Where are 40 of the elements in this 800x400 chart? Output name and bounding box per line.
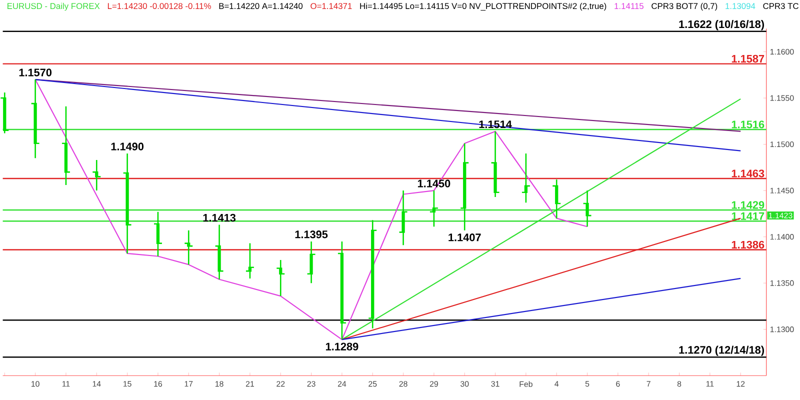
candlestick xyxy=(276,259,286,297)
annotation: 1.1413 xyxy=(203,214,236,222)
text: 1.14115 xyxy=(614,3,644,10)
candlestick xyxy=(245,242,255,280)
candlestick xyxy=(521,153,531,204)
text: L=1.14230 -0.00128 -0.11% xyxy=(108,3,211,10)
ref-line-label: 1.1622 (10/16/18) xyxy=(679,20,764,30)
ref-line-label: 1.1429 xyxy=(732,201,764,209)
candlestick xyxy=(552,178,562,220)
ref-line-label: 1.1270 (12/14/18) xyxy=(679,346,764,356)
text: O=1.14371 xyxy=(310,3,352,10)
text: CPR3 TC xyxy=(763,3,798,10)
ref-line-label: 1.1516 xyxy=(732,120,764,128)
annotation: 1.1570 xyxy=(19,68,52,76)
annotation: 1.1395 xyxy=(295,230,328,238)
candlestick xyxy=(306,240,316,284)
text: 1.13094 xyxy=(726,3,756,10)
ref-line-label: 1.1463 xyxy=(732,170,764,178)
candlestick xyxy=(398,190,408,246)
candlestick xyxy=(153,211,163,258)
annotation: 1.1490 xyxy=(111,142,144,151)
candlestick xyxy=(92,160,102,192)
candlestick xyxy=(460,142,470,232)
candlestick xyxy=(582,190,592,228)
ref-line-label: 1.1587 xyxy=(732,55,764,63)
candlestick xyxy=(429,190,439,228)
candlestick xyxy=(490,130,500,198)
candlestick xyxy=(30,79,40,159)
ref-line-label: 1.1417 xyxy=(732,212,764,220)
candlestick xyxy=(122,153,132,254)
candlestick xyxy=(184,230,194,266)
annotation: 1.1407 xyxy=(448,234,481,242)
text: Hi=1.14495 Lo=1.14115 V=0 NV_PLOTTRENDPOINTS#2 (2,true) xyxy=(360,3,606,11)
candlestick xyxy=(214,224,224,280)
candlestick xyxy=(61,106,71,186)
text: CPR3 BOT7 (0,7) xyxy=(652,3,718,11)
annotation: 1.1289 xyxy=(326,342,358,351)
text: B=1.14220 A=1.14240 xyxy=(219,3,303,10)
ref-line-label: 1.1386 xyxy=(732,241,764,249)
chart-title: EURUSD - Daily FOREX xyxy=(8,3,100,11)
